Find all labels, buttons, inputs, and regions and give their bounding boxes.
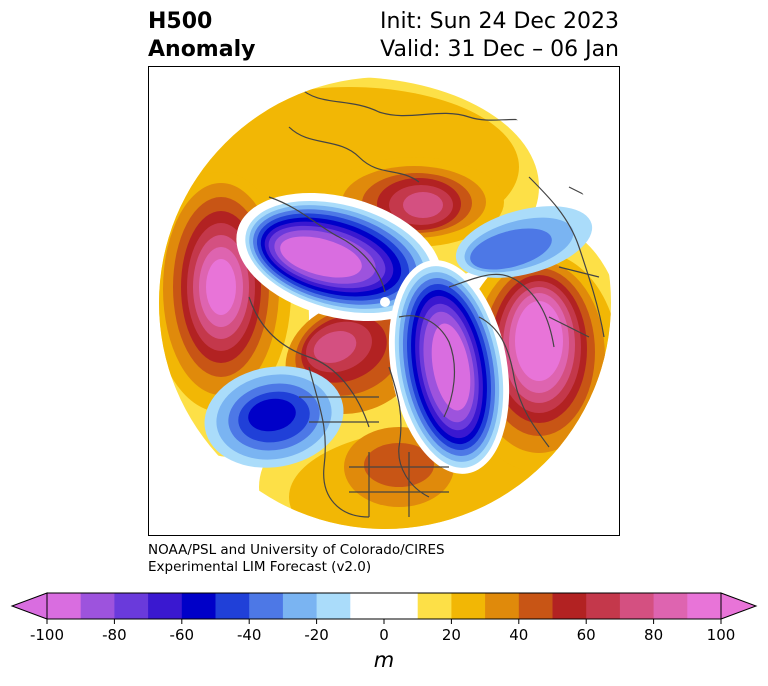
title-line-2: Anomaly (148, 37, 256, 62)
colorbar-segment (80, 593, 115, 619)
colorbar-segment (47, 593, 82, 619)
colorbar-segment (687, 593, 722, 619)
forecast-dates: Init: Sun 24 Dec 2023 Valid: 31 Dec – 06… (380, 8, 619, 64)
north-pole-marker (380, 297, 390, 307)
colorbar-tick-label: -60 (170, 626, 195, 644)
map-title: H500 Anomaly (148, 8, 255, 64)
colorbar-segment (114, 593, 149, 619)
colorbar: -100 -80 -60 -40 -20 0 20 40 60 80 100 (0, 586, 768, 686)
colorbar-segment (451, 593, 486, 619)
colorbar-extend-low (10, 592, 48, 620)
colorbar-segment (249, 593, 284, 619)
colorbar-tick-label: 60 (577, 626, 596, 644)
anomaly-field (159, 77, 611, 529)
colorbar-segment (148, 593, 183, 619)
anomaly-map (159, 77, 611, 529)
colorbar-segment (282, 593, 318, 619)
colorbar-tick-label: 0 (379, 626, 389, 644)
colorbar-segment (552, 593, 587, 619)
map-panel (148, 66, 620, 536)
colorbar-segment (181, 593, 216, 619)
colorbar-segment (653, 593, 688, 619)
title-line-1: H500 (148, 9, 213, 34)
data-credit: NOAA/PSL and University of Colorado/CIRE… (148, 542, 445, 576)
init-date-label: Init: Sun 24 Dec 2023 (380, 9, 619, 34)
colorbar-tick-label: -40 (237, 626, 262, 644)
colorbar-tick-label: 40 (509, 626, 528, 644)
colorbar-segment (586, 593, 621, 619)
colorbar-segment (215, 593, 250, 619)
colorbar-segment (518, 593, 553, 619)
colorbar-segment (350, 593, 385, 619)
colorbar-segment (417, 593, 452, 619)
colorbar-segment (316, 593, 351, 619)
colorbar-tick-label: 80 (644, 626, 663, 644)
valid-date-label: Valid: 31 Dec – 06 Jan (380, 37, 619, 62)
colorbar-tick-label: 100 (707, 626, 736, 644)
southwest-trough (204, 366, 344, 468)
colorbar-segment (384, 593, 419, 619)
colorbar-tick-label: -100 (30, 626, 64, 644)
colorbar-tick-label: -80 (102, 626, 127, 644)
credit-line-2: Experimental LIM Forecast (v2.0) (148, 559, 372, 575)
colorbar-extend-high (720, 592, 758, 620)
colorbar-scale: -100 -80 -60 -40 -20 0 20 40 60 80 100 (10, 592, 758, 644)
europe-trough (455, 206, 593, 278)
colorbar-segment (485, 593, 520, 619)
arctic-trough (236, 192, 442, 322)
colorbar-tick-label: -20 (304, 626, 329, 644)
colorbar-tick-label: 20 (442, 626, 461, 644)
colorbar-unit-label: m (373, 648, 395, 672)
greenland-trough (388, 260, 510, 474)
colorbar-segment (619, 593, 655, 619)
credit-line-1: NOAA/PSL and University of Colorado/CIRE… (148, 542, 445, 558)
